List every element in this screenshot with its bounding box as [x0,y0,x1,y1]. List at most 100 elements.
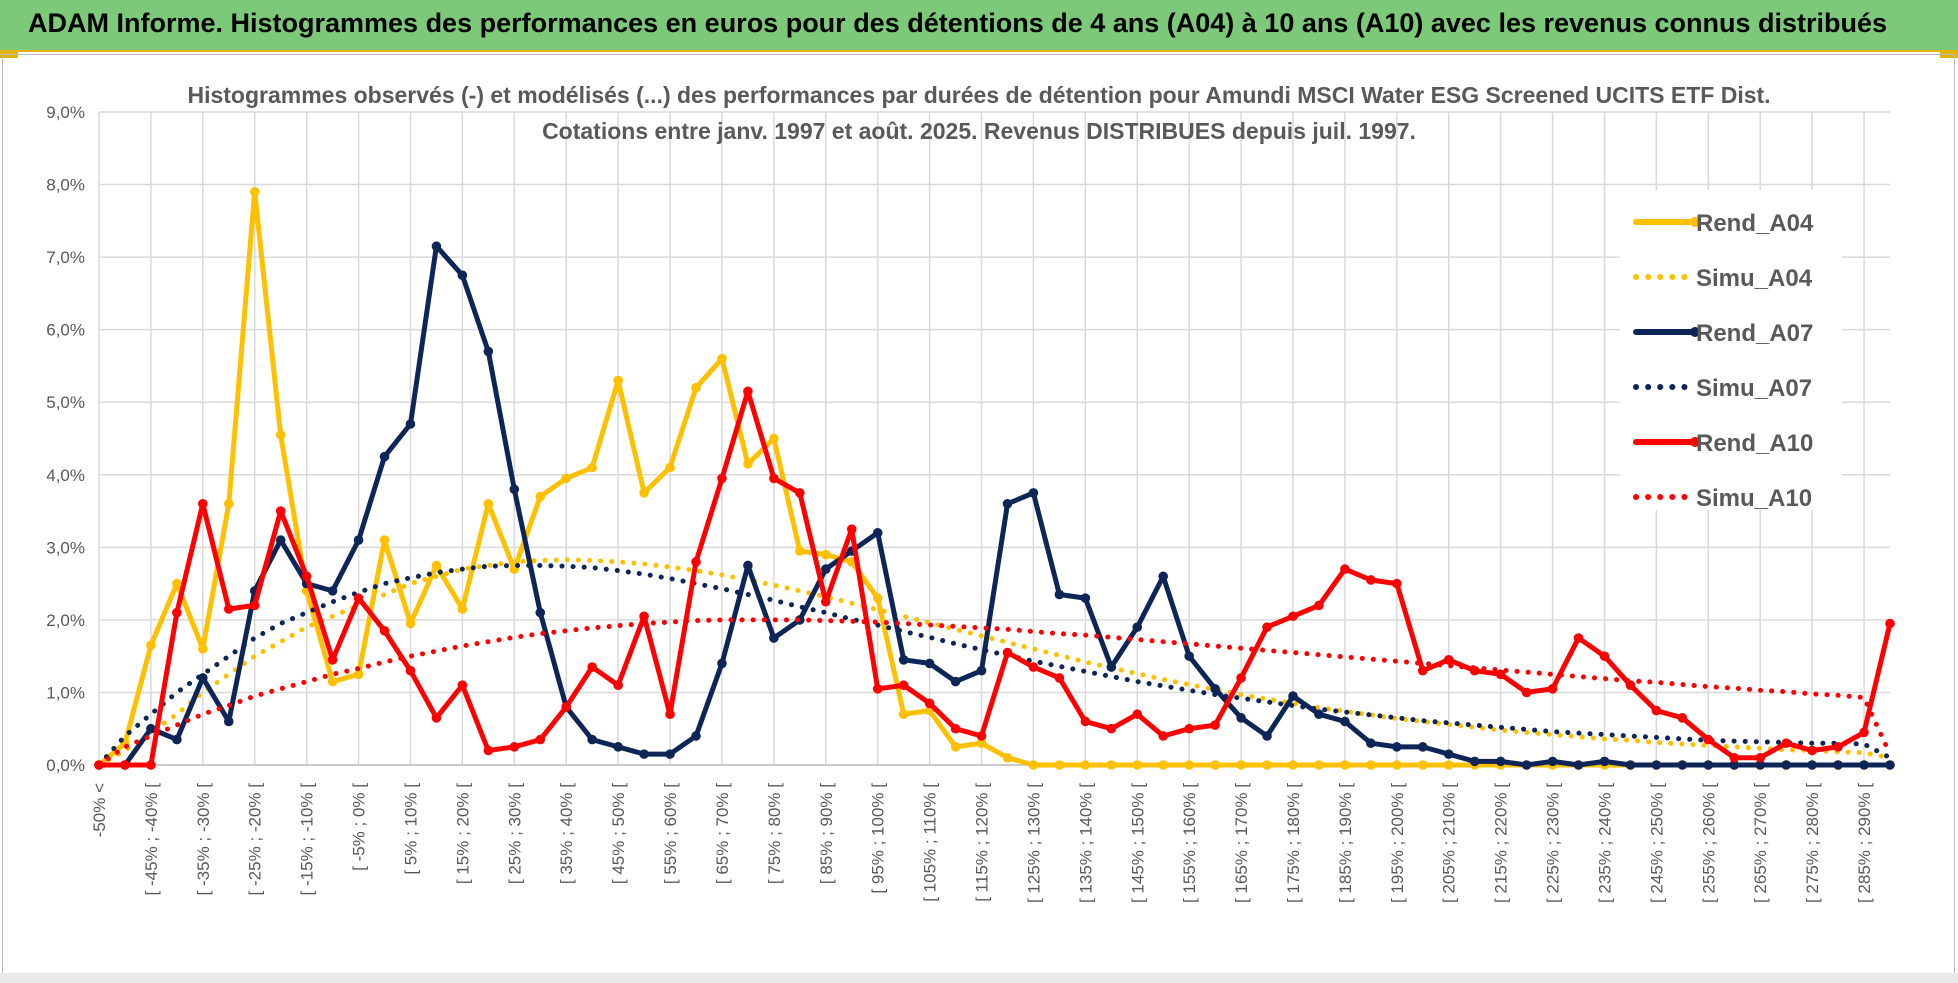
data-point [327,586,338,596]
data-point [1366,575,1376,585]
data-point [1807,745,1817,756]
data-point [353,593,364,603]
x-tick-label: -50% < [90,783,109,837]
chart-title-line: Cotations entre janv. 1997 et août. 2025… [542,118,1416,144]
data-point [639,488,649,498]
x-tick-label: [ 55% ; 60% [ [661,783,680,884]
data-point [613,742,623,752]
x-tick-label: [ 35% ; 40% [ [557,783,576,884]
legend-label: Rend_A10 [1696,430,1813,457]
data-point [1703,760,1714,770]
data-point [275,506,286,516]
data-point [223,716,234,727]
data-point [1080,760,1091,770]
data-point [665,749,675,759]
bottom-strip [0,973,1958,983]
x-tick-label: [ 85% ; 90% [ [817,783,836,884]
x-tick-label: [ 245% ; 250% [ [1647,783,1666,903]
y-tick-label: 4,0% [46,466,85,485]
data-point [1599,651,1610,661]
data-point [872,528,883,538]
data-point [1262,760,1272,770]
x-tick-label: [ 285% ; 290% [ [1855,783,1874,903]
data-point [1366,738,1376,749]
data-point [898,654,909,665]
data-point [820,564,831,574]
x-tick-label: [ 115% ; 120% [ [973,783,992,902]
x-tick-label: [ -5% ; 0% [ [350,783,369,871]
legend-marker [1690,437,1700,447]
data-point [950,742,961,752]
data-point [405,618,416,629]
data-point [717,353,727,364]
data-point [483,745,494,756]
data-point [1781,760,1791,770]
legend-label: Rend_A07 [1696,320,1813,347]
data-point [301,571,312,582]
data-point [1314,600,1324,611]
data-point [198,499,208,509]
series-line-simu-a04 [96,557,1893,768]
data-point [976,731,987,741]
data-point [1262,622,1272,632]
data-point [976,665,987,676]
data-point [1236,673,1246,683]
data-point [1028,760,1039,770]
x-tick-label: [ 255% ; 260% [ [1699,783,1718,903]
x-tick-label: [ 5% ; 10% [ [401,783,420,875]
data-point [275,430,286,440]
x-axis: -50% < [ -45% ; -40% [[ -35% ; -30% [[ -2… [90,764,1890,903]
data-point [1469,756,1480,767]
data-point [457,270,468,281]
data-point [1443,654,1454,665]
data-point [1547,684,1558,694]
data-point [691,382,701,393]
x-tick-label: [ -45% ; -40% [ [142,783,161,896]
data-point [198,644,208,654]
data-point [1392,578,1402,589]
data-point [665,462,675,473]
data-point [1392,742,1402,752]
data-point [1729,760,1740,770]
data-point [743,459,753,469]
data-point [561,702,572,712]
data-point [1288,611,1298,622]
legend-label: Simu_A07 [1696,375,1812,402]
data-point [1054,673,1065,683]
data-point [275,535,286,545]
data-point [1210,684,1220,694]
data-point [535,734,546,745]
data-point [1547,756,1558,767]
data-point [223,604,234,614]
data-point [1443,749,1454,759]
data-point [769,433,779,444]
data-point [1859,727,1869,738]
data-point [1885,618,1895,629]
chart-title: Histogrammes observés (-) et modélisés (… [187,82,1770,144]
data-point [1132,622,1143,632]
data-point [717,473,727,484]
data-point [1417,742,1428,752]
data-point [1392,760,1402,770]
data-point [120,760,130,770]
data-point [1002,499,1013,509]
data-point [1677,713,1688,723]
x-tick-label: [ 235% ; 240% [ [1595,783,1614,903]
data-point [327,654,338,665]
data-point [1495,669,1506,680]
y-tick-label: 5,0% [46,393,85,412]
data-point [1002,752,1013,763]
data-point [431,241,442,252]
y-tick-label: 6,0% [46,321,85,340]
data-point [1703,734,1714,745]
legend-box [1620,190,1842,510]
data-point [587,734,597,745]
data-point [379,625,390,636]
data-point [924,658,935,669]
x-tick-label: [ 135% ; 140% [ [1076,783,1095,903]
x-tick-label: [ -15% ; -10% [ [298,783,317,896]
data-point [1054,760,1065,770]
data-point [1158,571,1169,582]
data-point [1340,716,1350,727]
